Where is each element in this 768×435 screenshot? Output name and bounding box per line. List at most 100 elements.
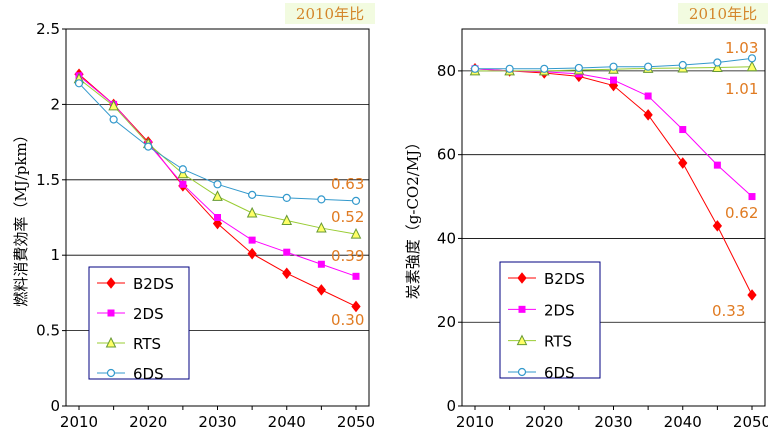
data-point-rts: [108, 99, 119, 111]
data-point-rts: [746, 60, 758, 72]
legend-marker-2ds: [107, 309, 115, 317]
data-point-6ds: [248, 190, 257, 199]
x-tick-label: 2010: [456, 413, 494, 431]
badge-background: [678, 3, 768, 24]
x-tick-label: 2020: [129, 413, 167, 431]
y-tick-label: 2.5: [36, 20, 60, 38]
y-tick-label: 60: [437, 146, 456, 164]
legend-marker-2ds: [518, 305, 526, 313]
data-point-rts: [246, 206, 258, 218]
x-tick-label: 2050: [733, 413, 768, 431]
y-tick-label: 2: [50, 95, 60, 113]
legend-label-b2ds: B2DS: [544, 270, 585, 288]
y-axis-title: 燃料消費効率（MJ/pkm）: [12, 127, 30, 306]
data-point-b2ds: [678, 157, 688, 169]
badge-label: 2010年比: [689, 5, 757, 23]
legend-marker-6ds: [517, 367, 527, 377]
data-point-2ds: [644, 92, 652, 100]
data-point-b2ds: [316, 284, 327, 296]
legend-marker-b2ds: [106, 277, 116, 289]
data-point-6ds: [351, 196, 361, 206]
badge-background: [285, 3, 375, 24]
x-tick-label: 2040: [268, 413, 306, 431]
data-point-2ds: [713, 161, 721, 169]
data-point-2ds: [748, 193, 756, 201]
ratio-annotation: 0.39: [331, 247, 364, 265]
legend-label-b2ds: B2DS: [133, 275, 174, 293]
data-point-6ds: [747, 54, 757, 63]
data-point-6ds: [109, 115, 118, 124]
data-point-6ds: [644, 62, 653, 71]
legend-marker-6ds: [106, 368, 116, 378]
ratio-annotation: 0.62: [725, 204, 758, 222]
series-line-2ds: [78, 75, 357, 277]
y-tick-label: 0.5: [36, 322, 60, 340]
legend-marker-rts: [516, 334, 528, 346]
ratio-annotation: 0.52: [331, 208, 364, 226]
y-tick-label: 0: [446, 397, 456, 415]
data-point-6ds: [282, 193, 291, 202]
y-axis-title: 炭素強度（g-CO2/MJ）: [404, 135, 422, 299]
data-point-2ds: [610, 76, 617, 84]
series-line-b2ds: [474, 68, 753, 296]
data-point-6ds: [713, 58, 722, 67]
legend-marker-b2ds: [517, 272, 527, 284]
legend-label-rts: RTS: [133, 335, 161, 353]
data-point-rts: [212, 190, 223, 201]
legend-label-rts: RTS: [544, 333, 572, 351]
data-point-6ds: [470, 64, 480, 73]
series-line-rts: [78, 78, 357, 235]
x-tick-label: 2030: [198, 413, 236, 431]
data-point-6ds: [317, 195, 326, 204]
data-point-6ds: [178, 165, 187, 174]
data-point-b2ds: [282, 267, 292, 280]
data-point-b2ds: [351, 300, 361, 313]
legend-label-6ds: 6DS: [544, 364, 575, 382]
x-tick-label: 2030: [594, 413, 632, 431]
data-point-6ds: [144, 142, 153, 151]
data-point-b2ds: [712, 220, 723, 232]
y-tick-label: 20: [437, 313, 456, 331]
x-tick-label: 2050: [337, 413, 375, 431]
data-point-2ds: [179, 180, 187, 188]
chart-fuel-efficiency: 2010年比 0 0.5 1 1.5 2 2.5 2010 2020 2030 2040 2050 燃料…: [12, 3, 375, 431]
data-point-2ds: [317, 260, 325, 268]
legend-marker-rts: [105, 336, 117, 348]
ratio-annotation: 0.30: [331, 311, 364, 329]
legend-label-2ds: 2DS: [133, 305, 164, 323]
data-point-b2ds: [247, 247, 257, 260]
data-point-b2ds: [747, 289, 757, 301]
data-point-b2ds: [643, 109, 653, 121]
data-point-2ds: [679, 126, 687, 134]
data-point-6ds: [213, 180, 222, 189]
ratio-annotation: 1.03: [725, 39, 758, 57]
data-point-rts: [712, 61, 723, 73]
x-tick-label: 2020: [525, 413, 563, 431]
ratio-annotation: 0.33: [712, 302, 745, 320]
data-point-6ds: [505, 64, 514, 73]
y-tick-label: 80: [437, 62, 456, 80]
ratio-annotation: 0.63: [331, 175, 364, 193]
y-tick-label: 1.5: [36, 171, 60, 189]
data-point-6ds: [609, 62, 618, 71]
badge-label: 2010年比: [296, 5, 364, 23]
data-point-rts: [281, 214, 293, 226]
data-point-2ds: [248, 236, 256, 244]
legend-label-2ds: 2DS: [544, 301, 575, 319]
data-point-rts: [316, 221, 327, 233]
data-point-2ds: [283, 248, 291, 256]
data-point-2ds: [352, 272, 360, 280]
x-tick-label: 2040: [664, 413, 702, 431]
legend-label-6ds: 6DS: [133, 365, 164, 383]
data-point-6ds: [74, 79, 84, 88]
y-tick-label: 40: [437, 229, 456, 247]
y-tick-label: 1: [50, 246, 60, 264]
ratio-annotation: 1.01: [725, 80, 758, 98]
data-point-2ds: [214, 214, 221, 221]
data-point-rts: [350, 227, 362, 239]
data-point-b2ds: [212, 217, 223, 230]
y-tick-label: 0: [50, 397, 60, 415]
legend-box: [88, 266, 190, 380]
